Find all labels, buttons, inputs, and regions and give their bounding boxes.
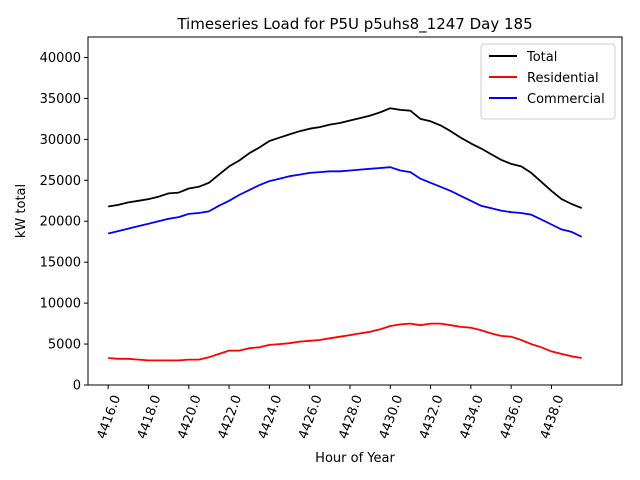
series-line-residential xyxy=(108,322,582,362)
legend-label-commercial: Commercial xyxy=(527,92,605,107)
series-line-commercial xyxy=(107,166,583,238)
x-tick-label: 4422.0 xyxy=(215,393,245,441)
x-tick-label: 4432.0 xyxy=(417,393,447,441)
legend-box xyxy=(480,43,616,120)
y-tick-label: 0 xyxy=(73,379,81,394)
y-tick-label: 10000 xyxy=(40,297,81,312)
y-axis-label: kW total xyxy=(14,184,29,238)
x-axis-label: Hour of Year xyxy=(315,451,395,466)
plot-area xyxy=(107,107,583,362)
x-tick-label: 4434.0 xyxy=(457,393,487,441)
legend: Total Residential Commercial xyxy=(480,43,616,120)
x-tick-label: 4420.0 xyxy=(175,393,205,441)
x-tick-label: 4428.0 xyxy=(336,393,366,441)
plot-frame xyxy=(87,36,623,386)
x-tick-label: 4438.0 xyxy=(538,393,568,441)
x-tick-label: 4436.0 xyxy=(498,393,528,441)
y-tick-label: 20000 xyxy=(40,215,81,230)
y-tick-label: 15000 xyxy=(40,256,81,271)
x-tick-label: 4430.0 xyxy=(377,393,407,441)
y-tick-label: 25000 xyxy=(40,174,81,189)
legend-label-total: Total xyxy=(526,50,557,65)
y-tick-label: 40000 xyxy=(40,51,81,66)
x-axis: 4416.0 4418.0 4420.0 4422.0 4424.0 4426.0 4428… xyxy=(95,385,568,441)
chart-title: Timeseries Load for P5U p5uhs8_1247 Day … xyxy=(176,15,532,34)
legend-label-residential: Residential xyxy=(527,71,599,86)
y-tick-label: 5000 xyxy=(48,338,81,353)
y-tick-label: 30000 xyxy=(40,133,81,148)
y-tick-label: 35000 xyxy=(40,92,81,107)
x-tick-label: 4418.0 xyxy=(135,393,165,441)
y-axis: 0 5000 10000 15000 20000 25000 30000 35000 40000 xyxy=(40,51,88,394)
x-tick-label: 4424.0 xyxy=(256,393,286,441)
x-tick-label: 4426.0 xyxy=(296,393,326,441)
series-line-total xyxy=(108,107,583,209)
x-tick-label: 4416.0 xyxy=(95,393,125,441)
